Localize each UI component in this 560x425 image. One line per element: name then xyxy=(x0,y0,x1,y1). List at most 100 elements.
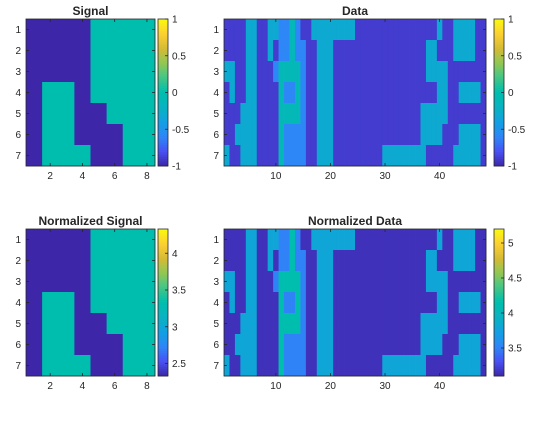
y-tick-label: 2 xyxy=(213,256,219,267)
heatmap-cell xyxy=(475,61,481,83)
colorbar-segment xyxy=(494,106,504,109)
heatmap-cell xyxy=(376,61,383,83)
colorbar-segment xyxy=(158,101,168,105)
colorbar-segment xyxy=(158,21,168,24)
heatmap-cell xyxy=(106,40,124,62)
colorbar-segment xyxy=(158,32,168,36)
heatmap-cell xyxy=(382,229,389,251)
heatmap-cell xyxy=(447,271,454,293)
colorbar-segment xyxy=(494,99,504,103)
heatmap-cell xyxy=(464,82,470,104)
colorbar-segment xyxy=(158,131,168,135)
heatmap-cell xyxy=(447,40,454,62)
y-tick-label: 7 xyxy=(15,151,21,162)
heatmap-cell xyxy=(387,313,394,335)
colorbar-segment xyxy=(494,55,504,59)
heatmap-cell xyxy=(475,19,481,41)
subplot-title: Normalized Signal xyxy=(38,214,142,228)
heatmap-cell xyxy=(409,250,416,272)
heatmap-cell xyxy=(371,292,378,314)
heatmap-cell xyxy=(90,334,107,356)
heatmap-cell xyxy=(338,103,345,125)
colorbar-segment xyxy=(158,99,168,103)
colorbar-segment xyxy=(494,256,504,260)
heatmap-cells xyxy=(26,229,156,377)
colorbar-segment xyxy=(158,281,168,285)
heatmap-cell xyxy=(305,271,312,293)
heatmap-cell xyxy=(229,19,236,41)
heatmap-cell xyxy=(229,271,236,293)
heatmap-cell xyxy=(245,145,252,167)
heatmap-cell xyxy=(262,271,269,293)
heatmap-cell xyxy=(360,355,367,377)
heatmap-cell xyxy=(458,334,465,356)
colorbar-segment xyxy=(494,332,504,336)
heatmap-cell xyxy=(365,229,372,251)
colorbar-tick-label: 3 xyxy=(172,322,178,333)
heatmap-cell xyxy=(106,82,124,104)
heatmap-cell xyxy=(344,355,350,377)
heatmap-cell xyxy=(240,271,247,293)
x-tick-label: 30 xyxy=(379,171,391,182)
heatmap-cell xyxy=(234,271,241,293)
heatmap-cell xyxy=(90,40,107,62)
colorbar-segment xyxy=(158,297,168,301)
heatmap-cell xyxy=(26,40,43,62)
heatmap-cell xyxy=(305,250,312,272)
heatmap-cell xyxy=(349,61,356,83)
heatmap-cell xyxy=(311,271,318,293)
colorbar-tick-label: 5 xyxy=(508,239,514,250)
heatmap-cell xyxy=(251,355,258,377)
heatmap-cell xyxy=(344,292,350,314)
heatmap-cell xyxy=(415,271,421,293)
x-tick-label: 6 xyxy=(112,171,118,182)
heatmap-cell xyxy=(305,145,312,167)
heatmap-cell xyxy=(344,40,350,62)
heatmap-cell xyxy=(349,103,356,125)
colorbar-segment xyxy=(158,286,168,290)
colorbar-segment xyxy=(494,46,504,50)
heatmap-cell xyxy=(338,124,345,146)
heatmap-cell xyxy=(74,82,91,104)
colorbar-segment xyxy=(158,62,168,66)
heatmap-cell xyxy=(284,250,290,272)
heatmap-cell xyxy=(229,103,236,125)
heatmap-cell xyxy=(464,250,470,272)
heatmap-cell xyxy=(122,292,140,314)
colorbar-segment xyxy=(494,272,504,276)
heatmap-cell xyxy=(90,292,107,314)
heatmap-cell xyxy=(289,82,296,104)
heatmap-cell xyxy=(355,229,361,251)
colorbar-box xyxy=(493,228,505,377)
colorbar-segment xyxy=(158,133,168,137)
heatmap-cell xyxy=(122,313,140,335)
heatmap-cell xyxy=(333,145,339,167)
heatmap-cell xyxy=(453,40,460,62)
heatmap-cell xyxy=(447,334,454,356)
colorbar-segment xyxy=(494,115,504,119)
heatmap-cell xyxy=(431,40,438,62)
heatmap-cell xyxy=(458,82,465,104)
heatmap-cell xyxy=(26,124,43,146)
heatmap-cell xyxy=(453,355,460,377)
colorbar-segment xyxy=(494,245,504,248)
heatmap-cell xyxy=(138,19,156,41)
colorbar-segment xyxy=(158,270,168,274)
heatmap-cell xyxy=(404,229,410,251)
y-tick-label: 3 xyxy=(15,67,21,78)
heatmap-cell xyxy=(371,40,378,62)
colorbar-segment xyxy=(494,69,504,73)
heatmap-cell xyxy=(349,19,356,41)
heatmap-cell xyxy=(42,334,59,356)
heatmap-cell xyxy=(234,124,241,146)
colorbar-segment xyxy=(158,76,168,80)
heatmap-cell xyxy=(316,124,323,146)
heatmap-cell xyxy=(245,229,252,251)
heatmap-cell xyxy=(284,355,290,377)
heatmap-cell xyxy=(420,229,427,251)
heatmap-cell xyxy=(425,229,432,251)
heatmap-cell xyxy=(256,271,263,293)
heatmap-cell xyxy=(415,313,421,335)
heatmap-cell xyxy=(420,334,427,356)
